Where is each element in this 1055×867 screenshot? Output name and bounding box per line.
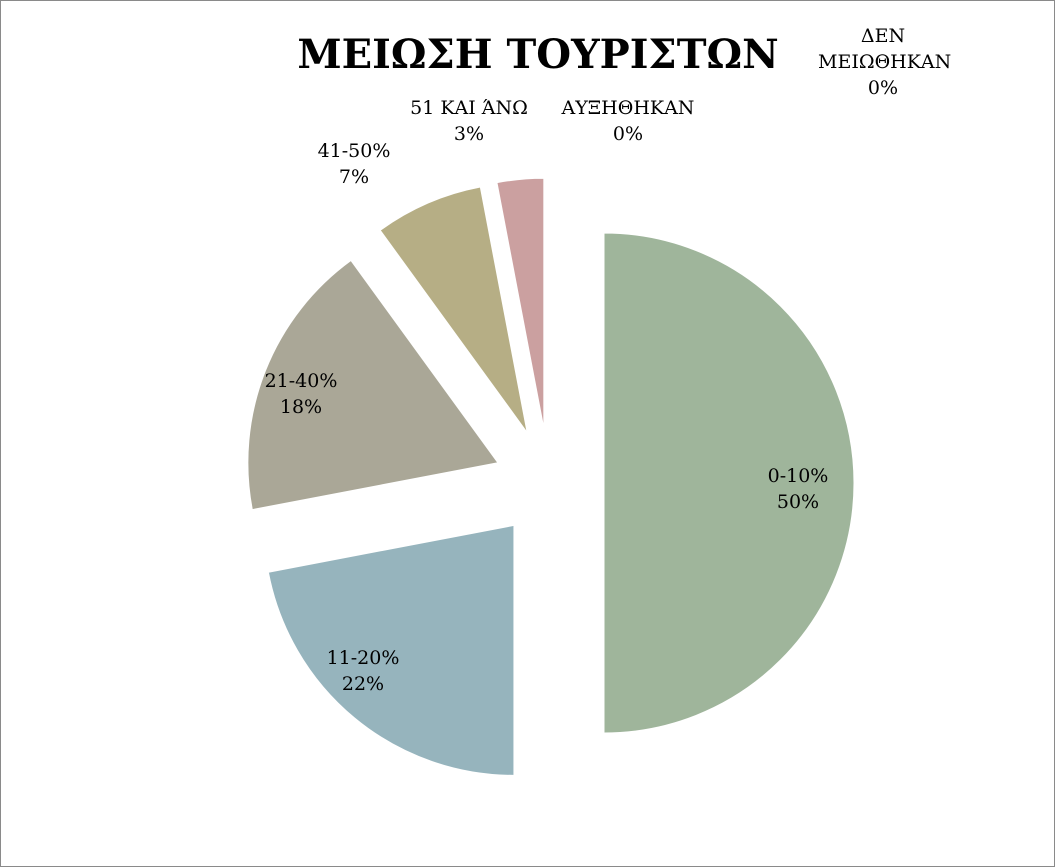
data-label: 0-10% 50% bbox=[713, 463, 883, 515]
value-label: 3% bbox=[453, 123, 485, 145]
category-label: ΑΥΞΗΘΗΚΑΝ bbox=[561, 97, 695, 119]
category-label: 51 ΚΑΙ ΆΝΩ bbox=[410, 97, 528, 119]
value-label: 7% bbox=[338, 166, 370, 188]
category-label: 21-40% bbox=[264, 370, 338, 392]
value-label: 18% bbox=[279, 396, 323, 418]
pie-slice bbox=[379, 186, 528, 433]
pie-slice bbox=[603, 232, 855, 734]
data-label: 11-20% 22% bbox=[278, 645, 448, 697]
category-label: ΔΕΝ ΜΕΙΩΘΗΚΑΝ bbox=[818, 25, 952, 73]
data-label: 21-40% 18% bbox=[216, 368, 386, 420]
pie-slice bbox=[496, 177, 545, 429]
pie-slice bbox=[247, 259, 499, 511]
value-label: 0% bbox=[612, 123, 644, 145]
pie-slice bbox=[267, 524, 515, 776]
data-label: 41-50% 7% bbox=[269, 138, 439, 190]
value-label: 22% bbox=[341, 673, 385, 695]
data-label: ΑΥΞΗΘΗΚΑΝ 0% bbox=[543, 95, 713, 147]
data-label: 51 ΚΑΙ ΆΝΩ 3% bbox=[384, 95, 554, 147]
value-label: 50% bbox=[776, 491, 820, 513]
data-label: ΔΕΝ ΜΕΙΩΘΗΚΑΝ 0% bbox=[818, 23, 952, 101]
category-label: 41-50% bbox=[317, 140, 391, 162]
value-label: 0% bbox=[867, 77, 899, 99]
category-label: 11-20% bbox=[326, 647, 400, 669]
chart-title: ΜΕΙΩΣΗ ΤΟΥΡΙΣΤΩΝ bbox=[297, 31, 779, 78]
category-label: 0-10% bbox=[767, 465, 829, 487]
